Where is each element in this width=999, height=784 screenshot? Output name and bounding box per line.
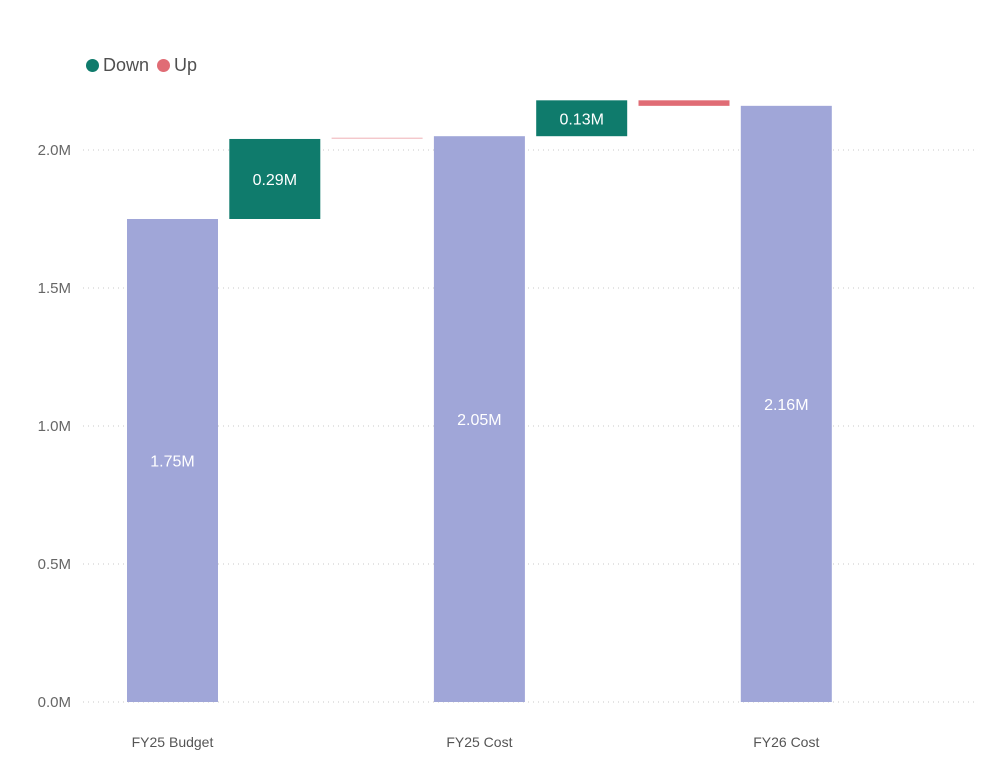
legend-down-marker-icon: [86, 59, 99, 72]
legend-down-label: Down: [103, 55, 150, 75]
legend-item-down[interactable]: Down: [86, 55, 149, 76]
total-bar: [740, 105, 832, 703]
y-tick-label: 0.5M: [38, 556, 71, 573]
legend: Down Up: [86, 55, 205, 76]
y-tick-label: 0.0M: [38, 694, 71, 711]
x-tick-label: FY25 Budget: [132, 734, 214, 750]
delta-bar: [331, 137, 423, 139]
x-tick-label: FY25 Cost: [446, 734, 512, 750]
legend-item-up[interactable]: Up: [157, 55, 197, 76]
data-label: 2.16M: [764, 397, 808, 414]
delta-bar: [229, 138, 321, 219]
y-tick-label: 1.0M: [38, 418, 71, 435]
legend-up-marker-icon: [157, 59, 171, 72]
y-tick-label: 1.5M: [38, 280, 71, 297]
x-tick-label: FY26 Cost: [753, 734, 819, 750]
data-label: 1.75M: [150, 454, 194, 471]
total-bar: [433, 136, 525, 702]
y-tick-label: 2.0M: [38, 142, 71, 159]
delta-bar: [638, 100, 730, 106]
data-label: 0.29M: [253, 172, 297, 189]
total-bar: [127, 219, 218, 702]
legend-up-label: Up: [174, 55, 198, 75]
delta-bar: [536, 100, 628, 137]
data-label: 2.05M: [457, 412, 501, 429]
data-label: 0.13M: [559, 111, 603, 128]
